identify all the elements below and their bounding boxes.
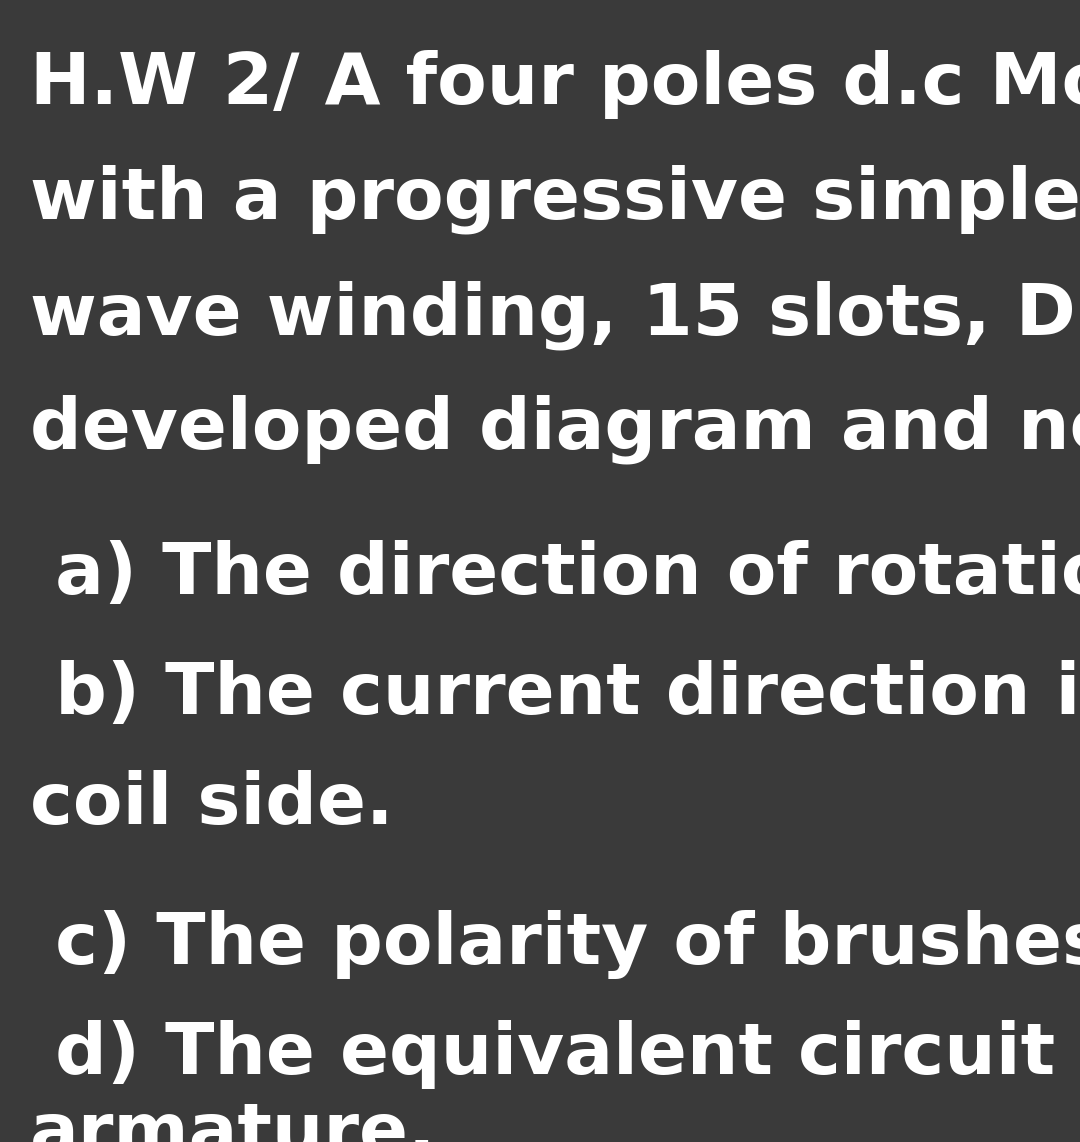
Text: wave winding, 15 slots, Draw: wave winding, 15 slots, Draw: [30, 280, 1080, 349]
Text: a) The direction of rotation: a) The direction of rotation: [30, 540, 1080, 609]
Text: armature.: armature.: [30, 1100, 436, 1142]
Text: d) The equivalent circuit of the: d) The equivalent circuit of the: [30, 1020, 1080, 1089]
Text: developed diagram and note the:: developed diagram and note the:: [30, 395, 1080, 465]
Text: b) The current direction in each: b) The current direction in each: [30, 660, 1080, 729]
Text: c) The polarity of brushes: c) The polarity of brushes: [30, 910, 1080, 979]
Text: with a progressive simplex: with a progressive simplex: [30, 164, 1080, 234]
Text: H.W 2/ A four poles d.c Motor: H.W 2/ A four poles d.c Motor: [30, 50, 1080, 119]
Text: coil side.: coil side.: [30, 770, 393, 839]
